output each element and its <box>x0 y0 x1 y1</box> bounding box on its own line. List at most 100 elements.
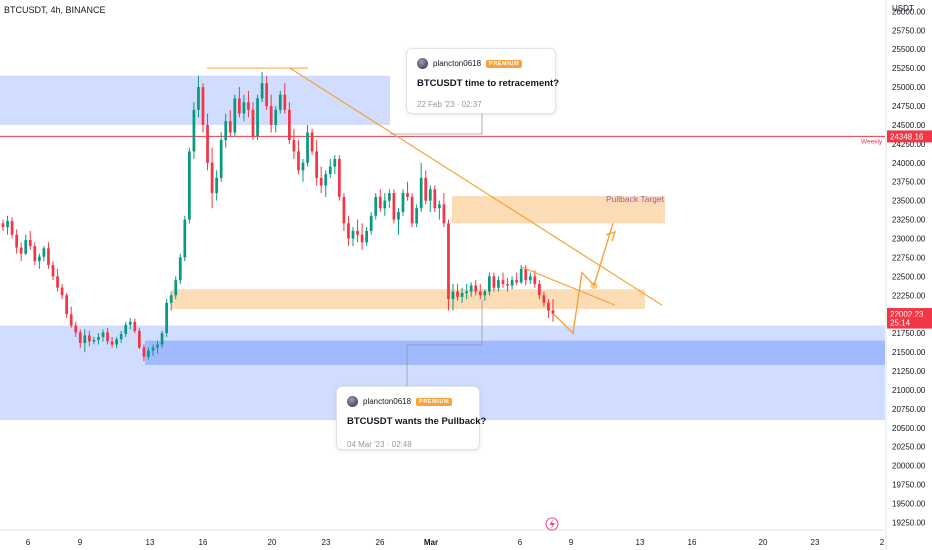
idea-title[interactable]: BTCUSDT wants the Pullback? <box>347 416 487 427</box>
candle[interactable] <box>201 87 205 125</box>
lightning-icon[interactable] <box>545 517 559 531</box>
candle[interactable] <box>238 98 241 114</box>
candle[interactable] <box>178 257 182 281</box>
candle[interactable] <box>406 193 409 197</box>
candle[interactable] <box>333 159 337 167</box>
candle[interactable] <box>533 276 537 284</box>
candle[interactable] <box>483 291 487 296</box>
candle[interactable] <box>397 212 400 220</box>
candle[interactable] <box>142 347 146 357</box>
candle[interactable] <box>538 283 541 296</box>
candle[interactable] <box>51 265 55 277</box>
candle[interactable] <box>292 140 296 152</box>
candle[interactable] <box>115 339 118 345</box>
candle[interactable] <box>24 240 28 254</box>
candle[interactable] <box>410 196 414 224</box>
candle[interactable] <box>428 189 432 201</box>
candle[interactable] <box>306 132 309 163</box>
candle[interactable] <box>288 109 291 141</box>
idea-title[interactable]: BTCUSDT time to retracement? <box>417 78 559 89</box>
candle[interactable] <box>165 302 168 334</box>
candle[interactable] <box>501 280 505 284</box>
candle[interactable] <box>269 106 273 125</box>
candle[interactable] <box>19 247 23 254</box>
candle[interactable] <box>401 193 405 212</box>
candle[interactable] <box>324 174 328 186</box>
idea-card-1[interactable]: plancton0618 PREMIUM BTCUSDT time to ret… <box>406 48 559 114</box>
candle[interactable] <box>528 276 532 281</box>
candle[interactable] <box>133 321 137 331</box>
candle[interactable] <box>160 333 164 345</box>
candle[interactable] <box>110 341 114 345</box>
candle[interactable] <box>28 240 32 247</box>
candle[interactable] <box>392 193 396 220</box>
candle[interactable] <box>83 335 87 343</box>
candle[interactable] <box>506 283 509 286</box>
candle[interactable] <box>474 285 478 292</box>
candle[interactable] <box>56 276 59 288</box>
candle[interactable] <box>128 321 132 325</box>
candle[interactable] <box>106 332 109 342</box>
candle[interactable] <box>301 162 305 171</box>
candle[interactable] <box>88 335 91 342</box>
candle[interactable] <box>515 280 518 283</box>
candle[interactable] <box>265 83 268 106</box>
candle[interactable] <box>342 196 346 224</box>
candle[interactable] <box>328 166 332 175</box>
price-axis[interactable] <box>886 0 932 550</box>
candle[interactable] <box>251 109 255 137</box>
candle[interactable] <box>210 162 214 194</box>
candle[interactable] <box>524 268 528 281</box>
candle[interactable] <box>365 230 368 243</box>
candle[interactable] <box>233 98 237 133</box>
candle[interactable] <box>15 234 18 248</box>
candle[interactable] <box>147 350 150 357</box>
candle[interactable] <box>278 94 282 110</box>
candle[interactable] <box>101 332 105 337</box>
candle[interactable] <box>169 295 173 303</box>
candle[interactable] <box>319 177 323 186</box>
candle[interactable] <box>6 221 9 228</box>
candle[interactable] <box>374 196 378 216</box>
candle[interactable] <box>451 291 455 300</box>
candle[interactable] <box>228 121 232 133</box>
candle[interactable] <box>388 193 391 201</box>
candle[interactable] <box>469 285 473 292</box>
candle[interactable] <box>351 230 355 239</box>
candle[interactable] <box>551 310 555 315</box>
candle[interactable] <box>188 151 191 220</box>
candle[interactable] <box>497 280 500 288</box>
candle[interactable] <box>247 102 250 110</box>
candle[interactable] <box>447 223 450 300</box>
candle[interactable] <box>78 332 82 343</box>
candle[interactable] <box>219 140 223 178</box>
candle[interactable] <box>10 221 14 235</box>
candle[interactable] <box>510 280 514 286</box>
candle[interactable] <box>424 177 428 201</box>
candle[interactable] <box>65 295 68 315</box>
candle[interactable] <box>378 196 382 209</box>
candle[interactable] <box>360 234 364 243</box>
candle[interactable] <box>492 276 496 288</box>
candle[interactable] <box>460 293 464 297</box>
candle[interactable] <box>138 330 141 348</box>
candle[interactable] <box>419 177 423 209</box>
candle[interactable] <box>547 302 550 311</box>
candle[interactable] <box>456 291 459 297</box>
candle[interactable] <box>47 248 50 265</box>
candle[interactable] <box>192 109 196 152</box>
candle[interactable] <box>197 87 200 110</box>
candle[interactable] <box>242 102 246 114</box>
candle[interactable] <box>224 121 228 141</box>
candle[interactable] <box>97 336 100 340</box>
candle[interactable] <box>438 204 441 209</box>
candle[interactable] <box>519 268 523 283</box>
candle[interactable] <box>478 291 482 296</box>
candle[interactable] <box>488 276 491 292</box>
candle[interactable] <box>356 230 359 235</box>
candle[interactable] <box>542 295 546 303</box>
candle[interactable] <box>338 159 341 197</box>
candle[interactable] <box>274 109 278 125</box>
candle[interactable] <box>433 189 437 209</box>
